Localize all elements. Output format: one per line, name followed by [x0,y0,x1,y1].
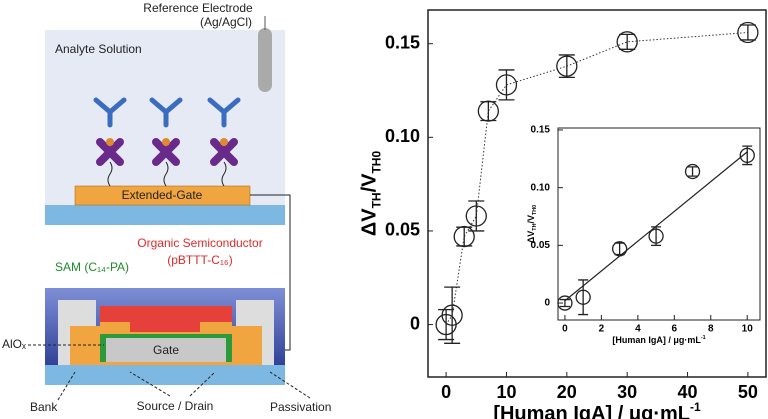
label: Organic Semiconductor [137,236,262,250]
label: Gate [153,343,179,357]
point [557,295,573,311]
label: Passivation [270,400,331,414]
point [684,163,701,180]
point [556,55,578,77]
y-tick-label: 0.05 [385,220,420,240]
axis-label: ΔVTH/VTH0 [526,205,538,243]
axis-label: [Human IgA] / μg·mL-1 [612,335,705,345]
device [45,288,285,385]
label: Bank [30,400,58,414]
reference-electrode [258,28,272,92]
point [616,31,638,53]
label-part: -1 [690,400,701,414]
y-tick-label: 0 [544,298,550,309]
label: (Ag/AgCl) [200,15,252,29]
error-bar [558,54,575,79]
error-bar [578,279,589,316]
x-tick-label: 10 [496,382,516,402]
label-part: ΔV [359,208,381,236]
y-tick-label: 0 [410,313,420,333]
point [611,241,628,257]
y-tick-label: 0.15 [531,125,551,136]
label-part: TH [532,223,538,230]
error-bar [559,298,570,308]
error-bar [687,166,698,177]
linkers [106,138,228,146]
error-bar [739,24,756,41]
label-part: [Human IgA] / μg·mL [612,335,701,345]
pointers [57,371,311,401]
label-part: ΔV [526,231,536,243]
y-tick-label: 0.05 [531,240,551,251]
label-part: -1 [701,335,706,341]
x-tick-label: 20 [557,382,577,402]
label: AlOₓ [2,337,26,351]
point [495,74,518,96]
point [737,21,759,44]
chains [107,161,227,187]
substrate [45,205,285,225]
label: SAM (C₁₄-PA) [55,260,129,274]
sensing-schematic [45,16,291,351]
point [477,100,500,122]
point [441,304,463,326]
y-tick-label: 0.15 [385,32,420,52]
label: (pBTTT-C₁₆) [167,253,233,267]
x-tick-label: 4 [635,324,641,335]
x-tick-label: 2 [599,324,605,335]
error-bar [444,286,461,344]
label-part: [Human IgA] / μg·mL [493,403,690,419]
label-part: TH0 [532,205,538,215]
point [648,228,664,244]
point [465,205,487,227]
axis-label: [Human IgA] / μg·mL-1 [493,400,701,419]
label-part: /V [526,215,536,224]
point [575,289,591,305]
y-tick-label: 0.10 [385,126,420,146]
y-tick-label: 0.10 [531,182,551,193]
x-tick-label: 6 [672,324,678,335]
x-tick-label: 30 [617,382,637,402]
label-part: /V [359,173,381,193]
x-tick-label: 8 [708,324,714,335]
antibodies [93,97,241,166]
x-tick-label: 40 [678,382,698,402]
label: Reference Electrode [143,1,253,15]
axis-label: ΔVTH/VTH0 [359,151,384,237]
x-tick-label: 50 [738,382,758,402]
point [453,225,475,248]
label-part: TH [370,192,384,208]
label: Source / Drain [137,399,214,413]
x-tick-label: 0 [441,382,451,402]
label-part: TH0 [370,151,384,174]
label: Extended-Gate [122,188,203,202]
error-bar [742,145,753,166]
point [739,147,755,163]
x-tick-label: 0 [562,324,568,335]
label: Analyte Solution [55,42,142,56]
error-bar [619,33,636,50]
error-bar [651,226,662,246]
x-tick-label: 10 [742,324,754,335]
